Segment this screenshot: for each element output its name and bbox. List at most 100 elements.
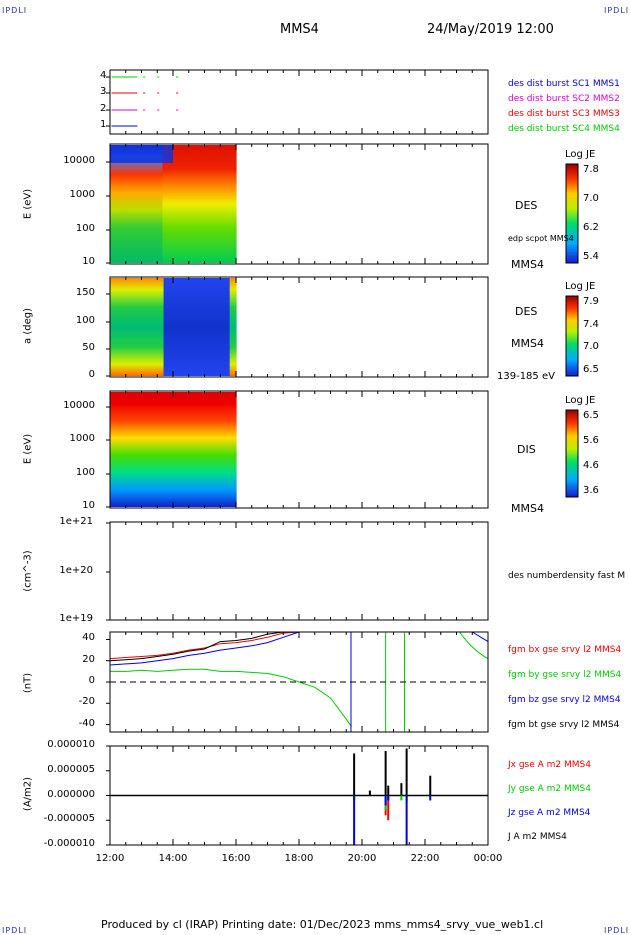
dis-energy-spectrogram-strip <box>166 392 170 507</box>
des-energy-spectrogram-strip <box>225 145 229 263</box>
dis-energy-spectrogram-strip <box>231 392 235 507</box>
dis-energy-spectrogram-strip <box>179 392 182 507</box>
corner-label-top-left: IPDLI <box>2 6 28 15</box>
dis-energy-spectrogram-strip <box>156 392 159 507</box>
des-pitch-strip <box>207 278 212 376</box>
des-pitch-strip <box>154 278 158 376</box>
des-energy-spectrogram-strip <box>204 145 208 263</box>
y-tick-label: 10000 <box>63 400 95 411</box>
y-tick-label: 0.000000 <box>47 788 95 800</box>
des-energy-high-blue <box>110 145 173 163</box>
dis-energy-spectrogram-strip <box>219 392 222 507</box>
y-axis-label: (nT) <box>22 672 34 694</box>
overlay-label: edp scpot MMS4 <box>508 234 574 243</box>
des-energy-spectrogram-strip <box>118 145 122 263</box>
legend-entry: Jx gse A m2 MMS4 <box>508 760 591 770</box>
des-pitch-strip <box>188 278 193 376</box>
des-pitch-strip <box>173 278 177 376</box>
dis-energy-spectrogram-strip <box>145 392 149 507</box>
dis-energy-spectrogram-strip <box>221 392 224 507</box>
dis-energy-spectrogram-strip <box>154 392 157 507</box>
y-tick-label: 100 <box>75 467 95 478</box>
des-energy-spectrogram-strip <box>179 145 182 263</box>
y-tick-label: 1e+19 <box>59 613 93 624</box>
des-energy-spectrogram-strip <box>223 145 227 263</box>
dis-energy-spectrogram-strip <box>217 392 220 507</box>
dis-energy-spectrogram-strip <box>137 392 140 507</box>
des-energy-spectrogram-strip <box>227 145 231 263</box>
colorbar-tick-label: 6.5 <box>583 364 599 375</box>
dis-energy-spectrogram-strip <box>183 392 187 507</box>
colorbar-tick-label: 5.4 <box>583 251 599 262</box>
x-tick-label: 16:00 <box>221 853 251 864</box>
des-energy-spectrogram-strip <box>189 145 193 263</box>
des-energy-spectrogram-strip <box>221 145 224 263</box>
y-tick-label: 4 <box>100 70 107 81</box>
y-tick-label: -0.000010 <box>43 838 95 849</box>
instrument-label: DES <box>515 199 538 212</box>
dis-energy-spectrogram-strip <box>225 392 229 507</box>
y-tick-label: 10 <box>82 256 95 267</box>
des-pitch-strip <box>232 278 237 376</box>
y-tick-label: 1000 <box>69 433 95 444</box>
y-tick-label: 2 <box>100 103 107 114</box>
panel-frame <box>109 521 489 621</box>
legend-entry: fgm bt gse srvy l2 MMS4 <box>508 720 620 730</box>
dis-energy-spectrogram-strip <box>208 392 212 507</box>
y-tick-label: 0 <box>88 675 95 686</box>
dis-energy-spectrogram-strip <box>202 392 206 507</box>
des-energy-spectrogram-strip <box>143 145 147 263</box>
colorbar-tick-label: 7.9 <box>583 296 599 307</box>
dis-energy-spectrogram-strip <box>170 392 174 507</box>
legend-entry: fgm by gse srvy l2 MMS4 <box>508 670 622 680</box>
des-pitch-strip <box>150 278 155 376</box>
des-pitch-strip <box>191 278 196 376</box>
des-pitch-strip <box>132 278 136 376</box>
des-pitch-strip <box>213 278 218 376</box>
des-energy-spectrogram-strip <box>128 145 132 263</box>
instrument-label: DES <box>515 305 538 318</box>
dis-energy-spectrogram-strip <box>187 392 191 507</box>
des-energy-spectrogram-strip <box>137 145 140 263</box>
des-pitch-strip <box>163 278 168 376</box>
colorbar <box>565 295 579 377</box>
dis-energy-spectrogram-strip <box>116 392 119 507</box>
legend-entry: Jz gse A m2 MMS4 <box>508 808 591 818</box>
dis-energy-spectrogram-strip <box>147 392 151 507</box>
dis-energy-spectrogram-strip <box>139 392 143 507</box>
des-pitch-strip <box>141 278 146 376</box>
des-pitch-strip <box>157 278 161 376</box>
des-energy-spectrogram-strip <box>166 145 170 263</box>
des-energy-spectrogram-strip <box>168 145 172 263</box>
des-energy-spectrogram-strip <box>210 145 214 263</box>
y-axis-label: (cm^-3) <box>22 550 34 592</box>
legend-entry: J A m2 MMS4 <box>508 832 567 842</box>
instrument-label: DIS <box>517 443 536 456</box>
dis-energy-spectrogram-strip <box>160 392 164 507</box>
dis-energy-spectrogram-strip <box>128 392 132 507</box>
y-tick-label: 1 <box>100 119 107 130</box>
y-tick-label: -40 <box>78 717 95 729</box>
legend-entry: fgm bz gse srvy l2 MMS4 <box>508 695 621 705</box>
des-pitch-strip <box>176 278 180 376</box>
fgm-series-line <box>471 631 489 643</box>
corner-label-bottom-left: IPDLI <box>2 926 28 935</box>
colorbar-tick-label: 3.6 <box>583 485 599 496</box>
dis-energy-spectrogram-strip <box>212 392 216 507</box>
des-pitch-strip <box>116 278 121 376</box>
des-energy-spectrogram-strip <box>219 145 222 263</box>
y-tick-label: 40 <box>82 632 95 644</box>
des-pitch-strip <box>204 278 209 376</box>
des-energy-spectrogram-strip <box>133 145 136 263</box>
des-pitch-strip <box>217 278 221 376</box>
des-energy-spectrogram-strip <box>162 145 166 263</box>
x-tick-label: 22:00 <box>410 853 440 864</box>
des-energy-spectrogram-strip <box>187 145 191 263</box>
legend-entry: Jy gse A m2 MMS4 <box>508 784 591 794</box>
des-energy-spectrogram-strip <box>194 145 197 263</box>
des-pitch-strip <box>201 278 206 376</box>
x-tick-label: 12:00 <box>95 853 125 864</box>
y-axis-label: a (deg) <box>22 308 34 344</box>
y-axis-label: E (eV) <box>22 188 34 220</box>
corner-label-bottom-right: IPDLI <box>604 926 630 935</box>
